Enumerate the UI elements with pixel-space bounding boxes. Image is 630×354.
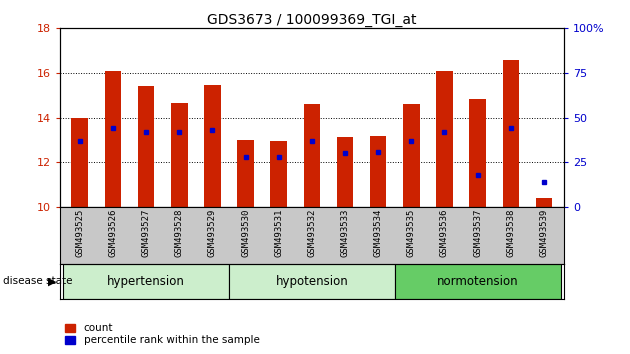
Text: GSM493526: GSM493526 [108, 209, 117, 257]
Text: GSM493529: GSM493529 [208, 209, 217, 257]
Text: GSM493528: GSM493528 [175, 209, 184, 257]
Bar [403, 104, 420, 207]
Bar [536, 198, 553, 207]
Text: GSM493538: GSM493538 [507, 209, 515, 257]
Text: disease state: disease state [3, 276, 72, 286]
Text: GSM493532: GSM493532 [307, 209, 316, 257]
Bar [336, 137, 353, 207]
Bar [270, 141, 287, 207]
Text: GSM493533: GSM493533 [340, 209, 350, 257]
Text: hypertension: hypertension [107, 275, 185, 288]
Text: GSM493525: GSM493525 [75, 209, 84, 257]
Legend: count, percentile rank within the sample: count, percentile rank within the sample [65, 323, 260, 345]
Bar [229, 264, 395, 299]
Text: hypotension: hypotension [275, 275, 348, 288]
Bar [105, 71, 121, 207]
Text: GSM493531: GSM493531 [274, 209, 284, 257]
Bar [171, 103, 188, 207]
Bar [138, 86, 154, 207]
Text: GSM493527: GSM493527 [142, 209, 151, 257]
Text: ▶: ▶ [49, 276, 57, 286]
Text: GSM493530: GSM493530 [241, 209, 250, 257]
Bar [395, 264, 561, 299]
Bar [238, 140, 254, 207]
Bar [469, 99, 486, 207]
Bar [503, 59, 519, 207]
Bar [63, 264, 229, 299]
Text: GSM493534: GSM493534 [374, 209, 382, 257]
Bar [304, 104, 320, 207]
Text: GSM493537: GSM493537 [473, 209, 482, 257]
Bar [204, 85, 220, 207]
Bar [71, 118, 88, 207]
Text: GSM493536: GSM493536 [440, 209, 449, 257]
Text: GSM493535: GSM493535 [407, 209, 416, 257]
Bar [370, 136, 386, 207]
Text: GSM493539: GSM493539 [539, 209, 549, 257]
Title: GDS3673 / 100099369_TGI_at: GDS3673 / 100099369_TGI_at [207, 13, 416, 27]
Text: normotension: normotension [437, 275, 518, 288]
Bar [436, 71, 453, 207]
